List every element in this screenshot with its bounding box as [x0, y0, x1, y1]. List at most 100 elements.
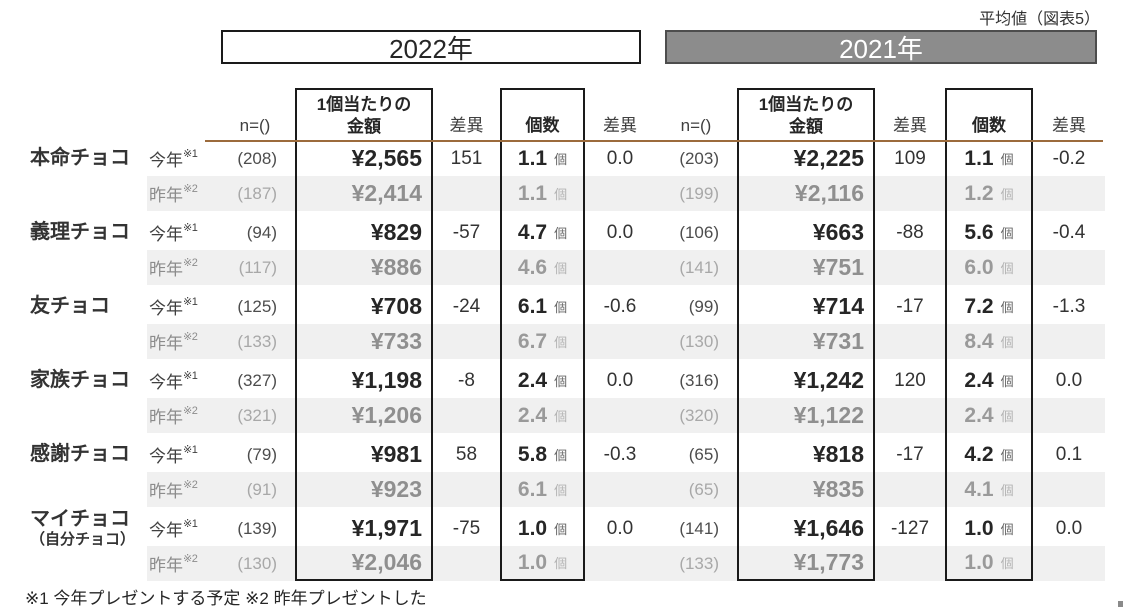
- table-row-last-year: 昨年 ※2 (187) ¥2,414 1.1 個 (199) ¥2,116 1.2 個: [25, 176, 1105, 211]
- amount-diff-2022: [433, 398, 500, 433]
- header-spacer: [147, 88, 215, 141]
- table-row-this-year: 感謝チョコ 今年 ※1 (79) ¥981 58 5.8 個 -0.3 (65) ¥818 -17 4.…: [25, 437, 1105, 472]
- amount-diff-2021: [875, 176, 945, 211]
- col-header-diff-count-2022: 差異: [603, 116, 637, 135]
- table-row-last-year: 昨年 ※2 (130) ¥2,046 1.0 個 (133) ¥1,773 1.0 個: [25, 546, 1105, 581]
- n-value-2022: (94): [246, 222, 277, 242]
- period-label-text: 今年: [149, 225, 183, 244]
- n-value-2021: (106): [679, 222, 719, 242]
- count-diff-2021: 0.1: [1055, 443, 1083, 465]
- footnote-marker: ※2: [183, 479, 198, 491]
- box-border-segment: [500, 211, 585, 215]
- count-2022: 4.6 個: [500, 250, 585, 285]
- amount-diff-2022: [433, 324, 500, 359]
- table-row-this-year: 家族チョコ 今年 ※1 (327) ¥1,198 -8 2.4 個 0.0 (316) ¥1,242…: [25, 363, 1105, 398]
- period-label-text: 昨年: [149, 556, 183, 575]
- count-diff-2021: [1033, 546, 1105, 581]
- group-label-text: マイチョコ: [30, 508, 130, 531]
- col-header-n-2022: n=(): [239, 116, 271, 135]
- box-border-segment: [945, 211, 1033, 215]
- box-border-segment: [500, 285, 585, 289]
- period-label-text: 昨年: [149, 408, 183, 427]
- count-diff-2022: 0.0: [606, 147, 634, 169]
- group-label: 友チョコ: [25, 289, 147, 324]
- count-diff-2022: [585, 546, 655, 581]
- count-unit-label: 個: [554, 522, 568, 537]
- amount-diff-2021: [875, 398, 945, 433]
- period-label-last-year: 昨年 ※2: [147, 324, 215, 359]
- count-2022: 5.8 個: [500, 437, 585, 472]
- count-2021: 1.2 個: [945, 176, 1033, 211]
- count-2022: 6.1 個: [500, 472, 585, 507]
- count-2022: 2.4 個: [500, 398, 585, 433]
- count-2021: 4.2 個: [945, 437, 1033, 472]
- corner-artifact: [1118, 601, 1123, 607]
- count-unit-label: 個: [1000, 261, 1014, 276]
- period-label-text: 昨年: [149, 260, 183, 279]
- count-2021: 2.4 個: [945, 363, 1033, 398]
- count-2022: 1.0 個: [500, 546, 585, 581]
- count-2022: 6.1 個: [500, 289, 585, 324]
- count-2021: 7.2 個: [945, 289, 1033, 324]
- box-border-segment: [737, 211, 875, 215]
- group-label-text: 友チョコ: [30, 295, 110, 317]
- count-diff-2022: -0.6: [603, 295, 637, 317]
- table-row-this-year: 義理チョコ 今年 ※1 (94) ¥829 -57 4.7 個 0.0 (106) ¥663 -88 5…: [25, 215, 1105, 250]
- count-value: 1.0: [517, 550, 548, 574]
- group-sublabel-text: （自分チョコ）: [30, 531, 136, 549]
- table-body: 本命チョコ 今年 ※1 (208) ¥2,565 151 1.1 個 0.0 (203) ¥2,22…: [25, 141, 1105, 581]
- n-value-2021: (199): [655, 176, 737, 211]
- count-unit-label: 個: [1000, 483, 1014, 498]
- count-unit-label: 個: [554, 448, 568, 463]
- figure-caption: 平均値（図表5）: [979, 11, 1100, 28]
- group-gap: [25, 359, 1105, 363]
- amount-2022: ¥981: [295, 437, 433, 472]
- count-unit-label: 個: [554, 556, 568, 571]
- n-value-2022: (79): [246, 444, 277, 464]
- count-2021: 8.4 個: [945, 324, 1033, 359]
- period-label-this-year: 今年 ※1: [147, 363, 215, 398]
- group-label-spacer: [25, 546, 147, 581]
- period-label-text: 昨年: [149, 482, 183, 501]
- group-label-spacer: [25, 398, 147, 433]
- amount-2022: ¥1,971: [295, 511, 433, 546]
- amount-diff-2022: [433, 250, 500, 285]
- box-border-segment: [945, 507, 1033, 511]
- count-diff-2021: [1033, 176, 1105, 211]
- n-value-2022: (125): [237, 296, 277, 316]
- period-label-text: 今年: [149, 521, 183, 540]
- group-gap: [25, 211, 1105, 215]
- amount-2021: ¥751: [737, 250, 875, 285]
- footnote-marker: ※2: [183, 331, 198, 343]
- footnote-marker: ※1: [183, 444, 198, 456]
- count-diff-2022: 0.0: [606, 369, 634, 391]
- col-header-amount-2022: 1個当たりの 金額: [295, 88, 433, 141]
- count-diff-2022: [585, 472, 655, 507]
- group-label: マイチョコ （自分チョコ）: [25, 508, 147, 549]
- footnote-marker: ※1: [183, 222, 198, 234]
- group-label-spacer: [25, 176, 147, 211]
- group-label-text: 感謝チョコ: [30, 443, 130, 465]
- count-diff-2021: [1033, 324, 1105, 359]
- count-value: 4.6: [517, 255, 548, 279]
- header-spacer: [25, 88, 147, 141]
- footnote: ※1 今年プレゼントする予定 ※2 昨年プレゼントした: [25, 589, 427, 608]
- count-value: 8.4: [964, 329, 994, 353]
- box-border-segment: [945, 285, 1033, 289]
- amount-2022: ¥1,206: [295, 398, 433, 433]
- box-border-segment: [737, 433, 875, 437]
- amount-2021: ¥1,122: [737, 398, 875, 433]
- n-value-2022: (321): [215, 398, 295, 433]
- amount-diff-2021: [875, 324, 945, 359]
- amount-2022: ¥733: [295, 324, 433, 359]
- amount-2021: ¥663: [737, 215, 875, 250]
- count-unit-label: 個: [554, 152, 568, 167]
- count-value: 6.0: [964, 255, 994, 279]
- count-value: 1.1: [964, 146, 994, 170]
- count-diff-2021: 0.0: [1055, 369, 1083, 391]
- n-value-2022: (91): [215, 472, 295, 507]
- count-value: 4.7: [517, 220, 548, 244]
- amount-header-line2: 金額: [789, 116, 823, 136]
- group-gap: [25, 285, 1105, 289]
- period-label-text: 昨年: [149, 186, 183, 205]
